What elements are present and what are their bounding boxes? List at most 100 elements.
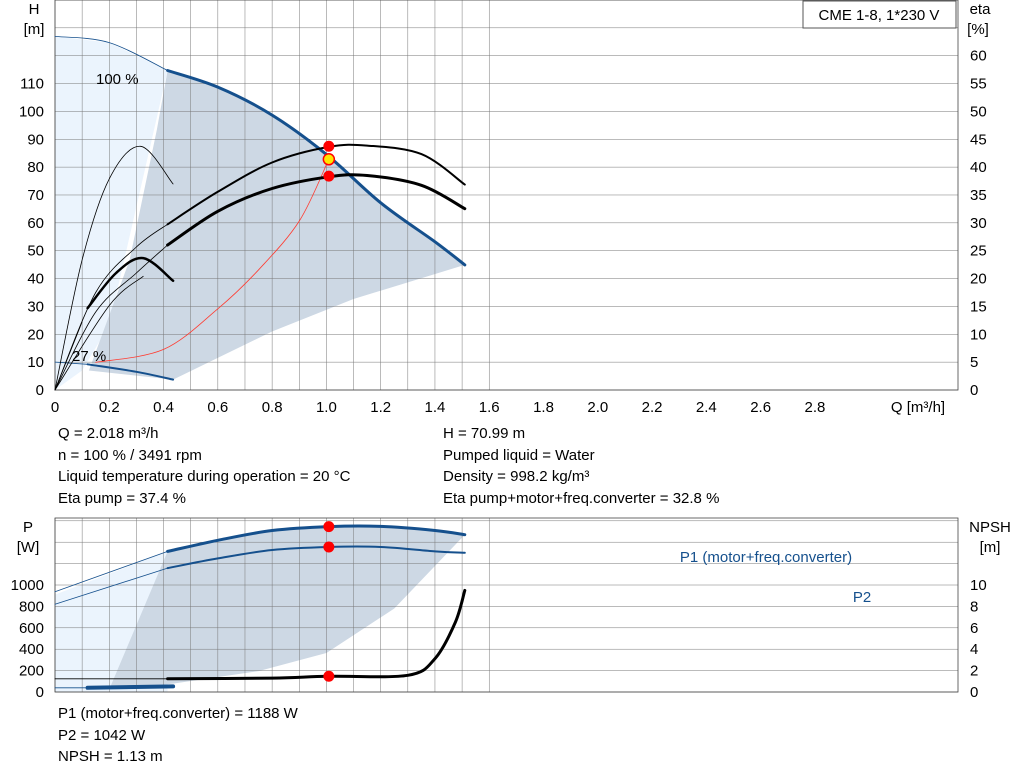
- operating-area: [88, 70, 465, 380]
- y-tick-left-label: 30: [27, 298, 44, 315]
- y-tick-left-label: 0: [36, 684, 44, 701]
- duty-point-marker: [322, 153, 336, 166]
- grid-lines: [54, 0, 958, 391]
- y-tick-right-label: 5: [970, 354, 978, 371]
- x-tick-label: 0.8: [262, 399, 283, 416]
- y-axis-left-label: H: [29, 1, 40, 18]
- y-tick-left-label: 1000: [11, 577, 44, 594]
- x-axis-label: Q [m³/h]: [891, 399, 945, 416]
- series-p1-extension: [54, 551, 168, 593]
- series-eta-total-27: [86, 256, 175, 310]
- p2-readout: P2 = 1042 W: [58, 726, 146, 744]
- legend-p1: P1 (motor+freq.converter): [680, 549, 852, 566]
- y-tick-right-label: 30: [970, 215, 987, 232]
- x-tick-label: 2.0: [587, 399, 608, 416]
- y-axis-right-unit: [m]: [980, 539, 1001, 556]
- y-tick-right-label: 45: [970, 131, 987, 148]
- grid-lines: [54, 518, 958, 693]
- x-tick-label: 2.6: [750, 399, 771, 416]
- y-tick-left-label: 60: [27, 215, 44, 232]
- y-axis-right-unit: [%]: [967, 21, 989, 38]
- y-tick-left-label: 90: [27, 131, 44, 148]
- series-eta-pump-27b-extension: [54, 275, 144, 391]
- series-p2-extension: [54, 567, 168, 605]
- x-tick-label: 1.0: [316, 399, 337, 416]
- y-tick-right-label: 10: [970, 577, 987, 594]
- y-axis-left-label: P: [23, 519, 33, 536]
- series-eta-total-27-extension: [54, 321, 83, 391]
- x-tick-label: 2.8: [804, 399, 825, 416]
- x-tick-label: 0.4: [153, 399, 174, 416]
- y-tick-right-label: 20: [970, 271, 987, 288]
- y-tick-right-label: 4: [970, 641, 978, 658]
- y-tick-left-label: 800: [19, 598, 44, 615]
- y-tick-left-label: 200: [19, 663, 44, 680]
- y-tick-left-label: 110: [20, 76, 44, 93]
- duty-info-left: Q = 2.018 m³/h n = 100 % / 3491 rpm Liqu…: [58, 423, 350, 509]
- speed-readout: n = 100 % / 3491 rpm: [58, 446, 202, 464]
- y-tick-left-label: 600: [19, 620, 44, 637]
- series-low-speed-power: [85, 684, 176, 690]
- y-tick-right-label: 40: [970, 159, 987, 176]
- npsh-readout: NPSH = 1.13 m: [58, 748, 163, 765]
- series-head-100-extension: [54, 36, 168, 71]
- model-label: CME 1-8, 1*230 V: [819, 7, 940, 24]
- y-tick-left-label: 400: [19, 641, 44, 658]
- x-tick-label: 0.2: [99, 399, 120, 416]
- series-npsh: [166, 588, 467, 681]
- operating-area: [109, 525, 465, 690]
- plot-frame: [54, 0, 959, 391]
- duty-point-marker: [323, 541, 335, 553]
- x-tick-label: 2.2: [642, 399, 663, 416]
- y-axis-left-unit: [W]: [17, 539, 40, 556]
- x-tick-label: 1.8: [533, 399, 554, 416]
- y-tick-right-label: 0: [970, 684, 978, 701]
- y-tick-left-label: 0: [36, 382, 44, 399]
- y-axis-left-unit: [m]: [24, 21, 45, 38]
- series-system-curve: [95, 158, 330, 363]
- y-axis-right-label: eta: [970, 1, 992, 18]
- y-tick-right-label: 15: [970, 298, 987, 315]
- duty-point-marker: [323, 170, 335, 182]
- speed-label-100: 100 %: [96, 71, 139, 88]
- duty-info-right: H = 70.99 m Pumped liquid = Water Densit…: [443, 423, 719, 509]
- y-tick-right-label: 0: [970, 382, 978, 399]
- x-tick-label: 1.4: [425, 399, 446, 416]
- x-tick-label: 0.6: [207, 399, 228, 416]
- series-eta-total-100-extension: [54, 244, 168, 391]
- y-tick-right-label: 2: [970, 663, 978, 680]
- y-tick-left-label: 70: [27, 187, 44, 204]
- y-tick-left-label: 50: [27, 243, 44, 260]
- power-info: P1 (motor+freq.converter) = 1188 W P2 = …: [58, 703, 298, 768]
- power-npsh-plot: 0 200 400 600 800 1000 0 2 4 6 8 10 P [W] NPSH [m] P1 (m…: [11, 517, 1011, 701]
- y-tick-left-label: 80: [27, 159, 44, 176]
- y-tick-right-label: 6: [970, 620, 978, 637]
- duty-point-marker: [323, 521, 335, 533]
- y-axis-right-label: NPSH: [969, 519, 1011, 536]
- y-tick-left-label: 100: [19, 103, 44, 120]
- temperature-readout: Liquid temperature during operation = 20…: [58, 468, 351, 485]
- x-tick-label: 1.6: [479, 399, 500, 416]
- y-tick-right-label: 55: [970, 76, 987, 93]
- y-tick-right-label: 10: [970, 326, 987, 343]
- liquid-readout: Pumped liquid = Water: [443, 446, 595, 464]
- head-readout: H = 70.99 m: [443, 425, 526, 442]
- head-efficiency-plot: 0 10 20 30 40 50 60 70 80 90 100 110 0 5 10 15 20 25 30 35 4…: [19, 0, 991, 416]
- y-tick-right-label: 35: [970, 187, 987, 204]
- y-tick-left-label: 20: [27, 326, 44, 343]
- y-tick-right-label: 8: [970, 598, 978, 615]
- x-tick-label: 1.2: [370, 399, 391, 416]
- p1-readout: P1 (motor+freq.converter) = 1188 W: [58, 705, 298, 722]
- low-range-area: [55, 36, 168, 391]
- x-tick-label: 0: [51, 399, 59, 416]
- y-tick-left-label: 40: [27, 271, 44, 288]
- speed-label-27: 27 %: [72, 348, 106, 365]
- eta-pump-readout: Eta pump = 37.4 %: [58, 489, 186, 507]
- series-head-27: [86, 363, 175, 381]
- model-label-box: [802, 0, 957, 29]
- density-readout: Density = 998.2 kg/m³: [443, 468, 590, 485]
- y-tick-left-label: 10: [27, 354, 44, 371]
- duty-point-marker: [323, 670, 335, 682]
- flow-readout: Q = 2.018 m³/h: [58, 425, 159, 442]
